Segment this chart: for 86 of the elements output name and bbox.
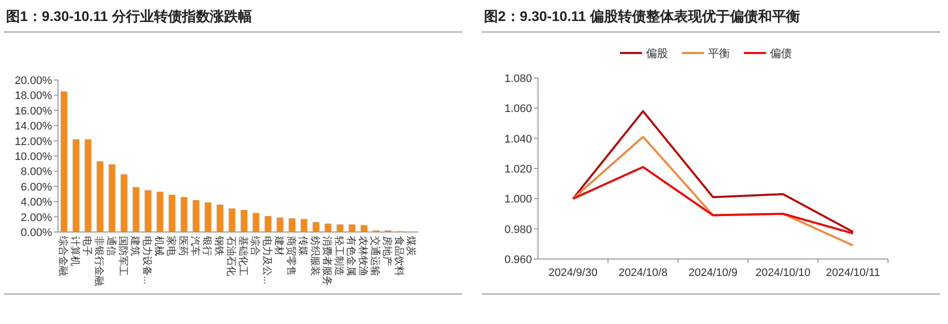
- x-tick-label: 房地产: [381, 236, 393, 266]
- y-tick-label: 18.00%: [14, 90, 52, 102]
- bar: [144, 190, 152, 232]
- legend-label: 偏股: [646, 48, 668, 60]
- bar: [96, 161, 104, 232]
- bar: [228, 208, 236, 232]
- bar: [276, 218, 284, 232]
- y-tick-label: 1.080: [504, 73, 532, 85]
- x-tick-label: 2024/10/11: [826, 267, 880, 279]
- y-tick-label: 1.060: [504, 103, 532, 116]
- x-tick-label: 汽车: [189, 236, 201, 256]
- y-tick-label: 8.00%: [20, 166, 52, 178]
- x-tick-label: 电力及公...: [261, 236, 273, 284]
- x-tick-label: 交通运输: [369, 236, 381, 276]
- x-tick-label: 传媒: [297, 236, 308, 256]
- x-tick-label: 电力设备...: [141, 236, 153, 284]
- x-tick-label: 医药: [177, 236, 189, 256]
- x-tick-label: 银行: [201, 235, 212, 256]
- x-tick-label: 通信: [105, 236, 117, 256]
- bar: [120, 174, 128, 232]
- y-tick-label: 1.020: [504, 164, 532, 176]
- y-tick-label: 6.00%: [20, 181, 52, 194]
- x-tick-label: 2024/10/8: [618, 267, 668, 279]
- x-tick-label: 石油石化: [225, 236, 237, 276]
- x-tick-label: 综合: [249, 236, 261, 256]
- bar: [216, 204, 224, 232]
- bar: [324, 224, 332, 232]
- x-tick-label: 2024/9/30: [548, 267, 598, 279]
- bar: [132, 187, 140, 232]
- chart-title: 图1：9.30-10.11 分行业转债指数涨跌幅: [6, 8, 252, 24]
- chart-title: 图2：9.30-10.11 偏股转债整体表现优于偏债和平衡: [484, 8, 800, 24]
- y-tick-label: 4.00%: [20, 196, 52, 209]
- x-tick-label: 机械: [153, 236, 165, 256]
- bar: [108, 164, 116, 232]
- y-tick-label: 1.000: [504, 194, 532, 206]
- line-series: [572, 110, 854, 233]
- x-tick-label: 建筑: [129, 235, 141, 256]
- y-tick-label: 1.040: [504, 133, 532, 146]
- legend-label: 平衡: [708, 48, 730, 60]
- x-tick-label: 消费者服务: [321, 236, 333, 286]
- y-tick-label: 20.00%: [14, 75, 52, 87]
- y-tick-label: 12.00%: [14, 136, 52, 148]
- bar: [156, 192, 164, 232]
- bar: [240, 210, 248, 232]
- x-tick-label: 电子: [81, 236, 93, 256]
- x-tick-label: 建材: [273, 235, 285, 256]
- bar: [204, 202, 212, 232]
- y-tick-label: 0.980: [504, 224, 532, 236]
- x-tick-label: 食品饮料: [393, 236, 405, 276]
- bar: [348, 224, 356, 232]
- legend-label: 偏债: [770, 48, 792, 60]
- bar: [264, 216, 272, 232]
- x-tick-label: 2024/10/10: [755, 267, 811, 279]
- y-tick-label: 2.00%: [20, 212, 52, 224]
- bar: [60, 91, 68, 232]
- x-tick-label: 有色金属: [345, 236, 357, 276]
- bar: [252, 213, 260, 232]
- x-tick-label: 农林牧渔: [357, 236, 369, 276]
- x-tick-label: 综合金融: [57, 236, 69, 276]
- x-tick-label: 基础化工: [237, 236, 249, 276]
- bar: [180, 197, 188, 232]
- x-tick-label: 国防军工: [117, 236, 129, 276]
- x-tick-label: 钢铁: [213, 235, 225, 256]
- y-tick-label: 14.00%: [14, 120, 52, 133]
- bar: [84, 139, 92, 232]
- y-tick-label: 0.960: [504, 254, 532, 266]
- bar: [312, 222, 320, 232]
- x-tick-label: 2024/10/9: [688, 267, 738, 279]
- bar: [360, 225, 368, 232]
- bar: [288, 218, 296, 232]
- x-tick-label: 轻工制造: [333, 236, 345, 276]
- y-tick-label: 0.00%: [20, 227, 52, 239]
- bar: [72, 139, 80, 232]
- x-tick-label: 计算机: [69, 236, 81, 266]
- x-tick-label: 煤炭: [405, 236, 417, 256]
- line-series: [572, 166, 854, 234]
- x-tick-label: 商贸零售: [285, 236, 297, 276]
- x-tick-label: 非银行金融: [93, 236, 105, 286]
- y-tick-label: 16.00%: [14, 105, 52, 118]
- bar: [192, 200, 200, 232]
- x-tick-label: 纺织服装: [309, 236, 321, 276]
- x-tick-label: 家电: [165, 236, 177, 256]
- bar: [300, 219, 308, 232]
- bar: [336, 224, 344, 232]
- y-tick-label: 10.00%: [14, 151, 52, 163]
- bar: [168, 194, 176, 232]
